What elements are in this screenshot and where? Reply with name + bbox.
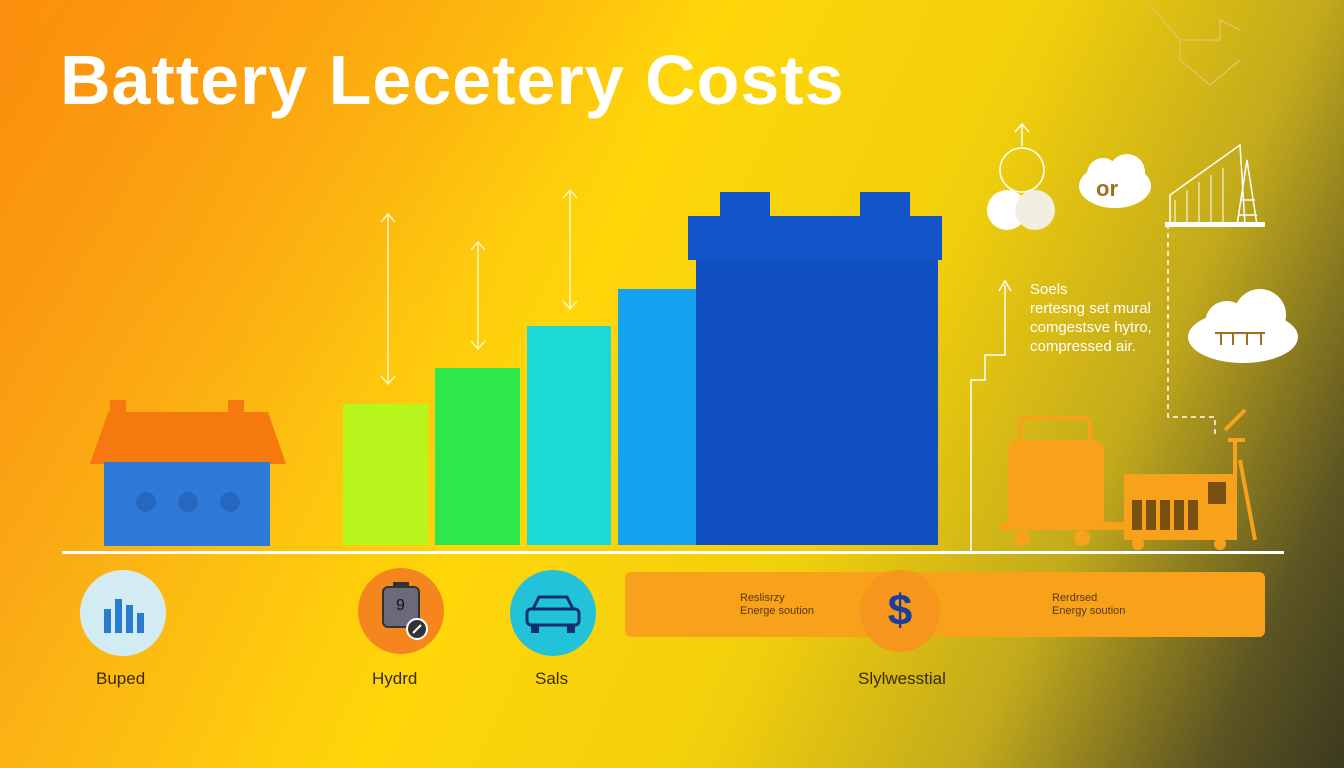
bottom-label: Sals (535, 669, 569, 688)
panel-text-line: Rerdrsed (1052, 592, 1098, 604)
up-down-arrow-icon (562, 188, 578, 311)
dollar-symbol: $ (887, 586, 913, 635)
battery-digit: 9 (396, 597, 405, 614)
dashed-connector-icon (1167, 224, 1216, 434)
bar-3 (527, 326, 611, 545)
bar-chart-icon (80, 570, 166, 656)
dollar-icon: $ (860, 570, 940, 652)
cloud-badge-text: or (1096, 176, 1118, 201)
car-icon (510, 570, 596, 656)
side-note-line: rertesng set mural (1030, 300, 1151, 317)
baseline (62, 551, 1284, 554)
cycle-venn-icon (987, 122, 1055, 230)
bottom-label: Hydrd (372, 669, 418, 688)
connector-arrow-icon (970, 279, 1012, 553)
battery-block-icon (688, 192, 942, 545)
factory-tower-icon (1165, 143, 1265, 227)
energy-solution-panel (625, 572, 1265, 637)
panel-left-text: Reslisrzy Energe soution (740, 592, 814, 618)
side-note-line: compressed air. (1030, 338, 1136, 355)
generator-truck-icon (1000, 408, 1257, 550)
battery-gauge-icon (358, 568, 444, 654)
page-title: Battery Lecetery Costs (60, 41, 845, 119)
panel-text-line: Reslisrzy (740, 592, 785, 604)
bar-1 (343, 404, 428, 545)
cloud-icon (1079, 154, 1151, 208)
cloud-storage-icon (1188, 289, 1298, 363)
panel-text-line: Energy soution (1052, 605, 1126, 617)
panel-right-text: Rerdrsed Energy soution (1052, 592, 1125, 618)
side-note-line: Soels (1030, 281, 1068, 298)
side-note: Soels rertesng set mural comgestsve hytr… (1030, 280, 1152, 356)
bar-4 (618, 289, 706, 545)
house-icon (90, 400, 286, 546)
side-note-line: comgestsve hytro, (1030, 319, 1152, 336)
panel-text-line: Energe soution (740, 605, 814, 617)
arrow-outline-icon (1149, 4, 1241, 86)
bottom-label: Slylwesstial (858, 669, 946, 688)
up-down-arrow-icon (470, 240, 486, 351)
bottom-label: Buped (96, 669, 146, 688)
bar-2 (435, 368, 520, 545)
up-down-arrow-icon (380, 212, 396, 386)
